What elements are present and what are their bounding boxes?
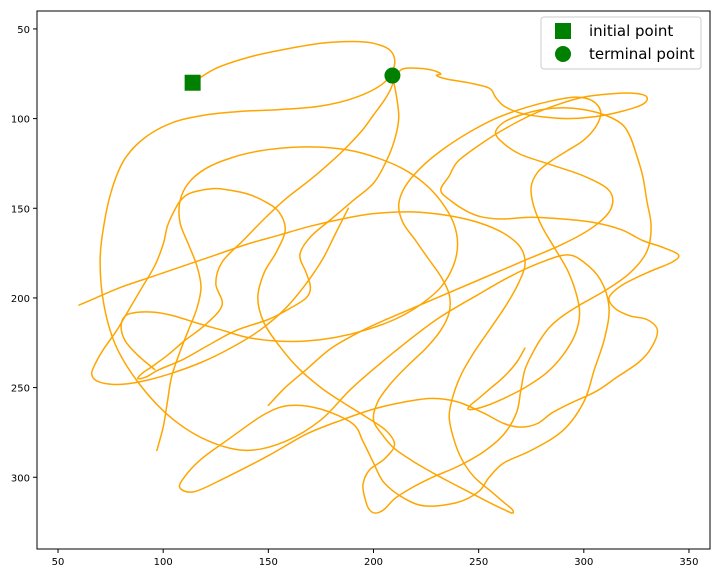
x-tick-label: 350 <box>679 557 698 568</box>
legend-items: initial point terminal point <box>555 22 695 63</box>
legend-label: terminal point <box>589 45 695 63</box>
legend-circle-icon <box>555 46 571 62</box>
terminal-point-marker <box>384 67 401 84</box>
trajectory-layer <box>78 40 680 514</box>
y-tick-label: 50 <box>17 25 30 36</box>
x-tick-label: 100 <box>154 557 173 568</box>
x-tick-label: 300 <box>574 557 593 568</box>
initial-point-marker <box>184 74 201 91</box>
y-axis-ticks: 50 100 150 200 250 300 <box>11 25 37 484</box>
legend-box <box>540 16 702 70</box>
y-tick-label: 300 <box>11 473 30 484</box>
x-axis-ticks: 50 100 150 200 250 300 350 <box>52 549 699 568</box>
marker-layer <box>184 67 401 91</box>
x-tick-label: 200 <box>364 557 383 568</box>
trajectory-line-2 <box>90 107 652 514</box>
y-tick-label: 250 <box>11 384 30 395</box>
trajectory-line-3 <box>78 96 602 514</box>
trajectory-line-4 <box>120 146 459 452</box>
x-tick-label: 50 <box>52 557 65 568</box>
x-tick-label: 150 <box>259 557 278 568</box>
y-tick-label: 200 <box>11 294 30 305</box>
legend-label: initial point <box>589 22 673 40</box>
legend: initial point terminal point <box>540 16 702 70</box>
trajectory-line-1 <box>99 40 680 507</box>
y-tick-label: 100 <box>11 115 30 126</box>
x-tick-label: 250 <box>469 557 488 568</box>
y-tick-label: 150 <box>11 204 30 215</box>
legend-square-icon <box>555 23 571 39</box>
